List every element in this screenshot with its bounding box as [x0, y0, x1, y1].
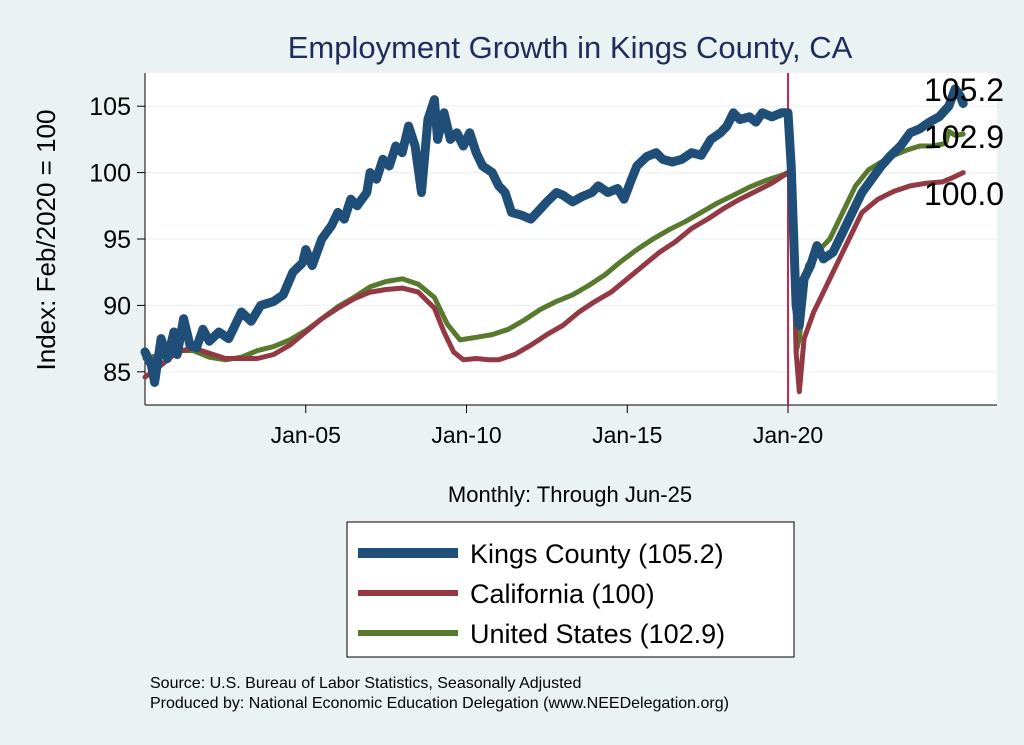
x-tick-label: Jan-05: [271, 422, 341, 448]
legend-label: Kings County (105.2): [470, 539, 724, 569]
x-axis-label: Monthly: Through Jun-25: [448, 482, 692, 507]
chart-title: Employment Growth in Kings County, CA: [288, 30, 853, 65]
y-tick-label: 100: [89, 160, 131, 188]
end-label: 102.9: [924, 119, 1004, 155]
legend-label: United States (102.9): [470, 619, 725, 649]
series-line-0: [140, 84, 968, 387]
y-tick-label: 105: [89, 93, 131, 121]
y-tick-label: 95: [103, 226, 131, 254]
y-axis-ticks: 85 90 95 100 105: [89, 93, 145, 387]
source-note: Source: U.S. Bureau of Labor Statistics,…: [150, 675, 581, 692]
x-axis-ticks: Jan-05 Jan-10 Jan-15 Jan-20: [271, 405, 823, 448]
y-tick-label: 85: [103, 359, 131, 387]
series-lines: [140, 84, 968, 395]
y-axis-label: Index: Feb/2020 = 100: [31, 110, 61, 371]
legend-label: California (100): [470, 579, 655, 609]
series-line-1: [142, 170, 966, 395]
legend: Kings County (105.2) California (100) Unit…: [346, 521, 795, 658]
y-tick-label: 90: [103, 292, 131, 320]
gridlines: [145, 105, 997, 373]
x-tick-label: Jan-15: [592, 422, 662, 448]
end-label: 105.2: [924, 72, 1004, 108]
produced-by-note: Produced by: National Economic Education…: [150, 695, 729, 712]
x-tick-label: Jan-20: [753, 422, 823, 448]
end-value-labels: 105.2 102.9 100.0: [924, 72, 1004, 212]
x-tick-label: Jan-10: [431, 422, 501, 448]
end-label: 100.0: [924, 176, 1004, 212]
